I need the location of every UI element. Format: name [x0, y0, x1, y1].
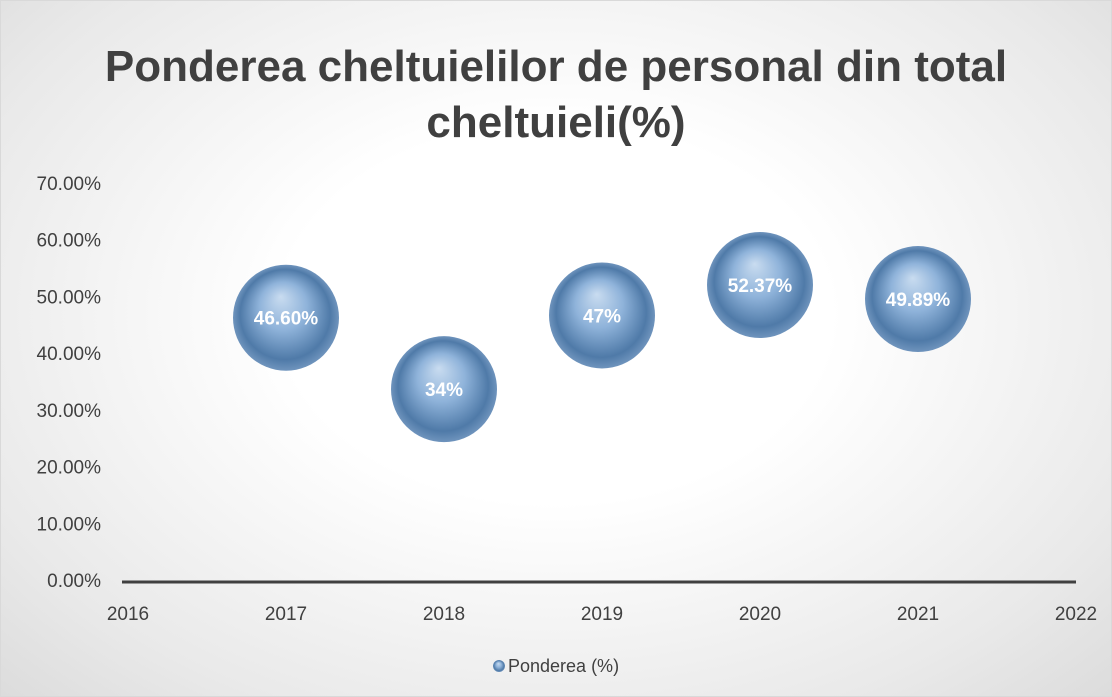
y-tick-label: 40.00% — [37, 344, 102, 365]
x-tick-label: 2017 — [265, 604, 307, 625]
x-tick-label: 2019 — [581, 604, 623, 625]
bubble — [549, 262, 655, 369]
data-label: 34% — [425, 380, 463, 401]
bubble — [865, 246, 971, 353]
bubble — [233, 264, 339, 371]
data-label: 46.60% — [254, 309, 319, 330]
y-tick-label: 0.00% — [47, 571, 101, 592]
bubble — [707, 231, 813, 338]
y-tick-label: 70.00% — [37, 174, 102, 195]
x-tick-label: 2018 — [423, 604, 465, 625]
data-label: 52.37% — [728, 276, 793, 297]
y-tick-label: 30.00% — [37, 401, 102, 422]
y-tick-label: 10.00% — [37, 514, 102, 535]
y-tick-label: 50.00% — [37, 287, 102, 308]
y-tick-label: 60.00% — [37, 231, 102, 252]
legend-marker — [493, 660, 505, 672]
bubble — [391, 336, 497, 443]
x-tick-label: 2020 — [739, 604, 781, 625]
chart-title: Ponderea cheltuielilor de personal din t… — [104, 42, 1008, 147]
legend-label: Ponderea (%) — [508, 656, 619, 676]
x-tick-label: 2022 — [1055, 604, 1097, 625]
x-tick-label: 2016 — [107, 604, 149, 625]
data-label: 49.89% — [886, 290, 951, 311]
data-label: 47% — [583, 306, 621, 327]
x-tick-label: 2021 — [897, 604, 939, 625]
y-tick-label: 20.00% — [37, 458, 102, 479]
